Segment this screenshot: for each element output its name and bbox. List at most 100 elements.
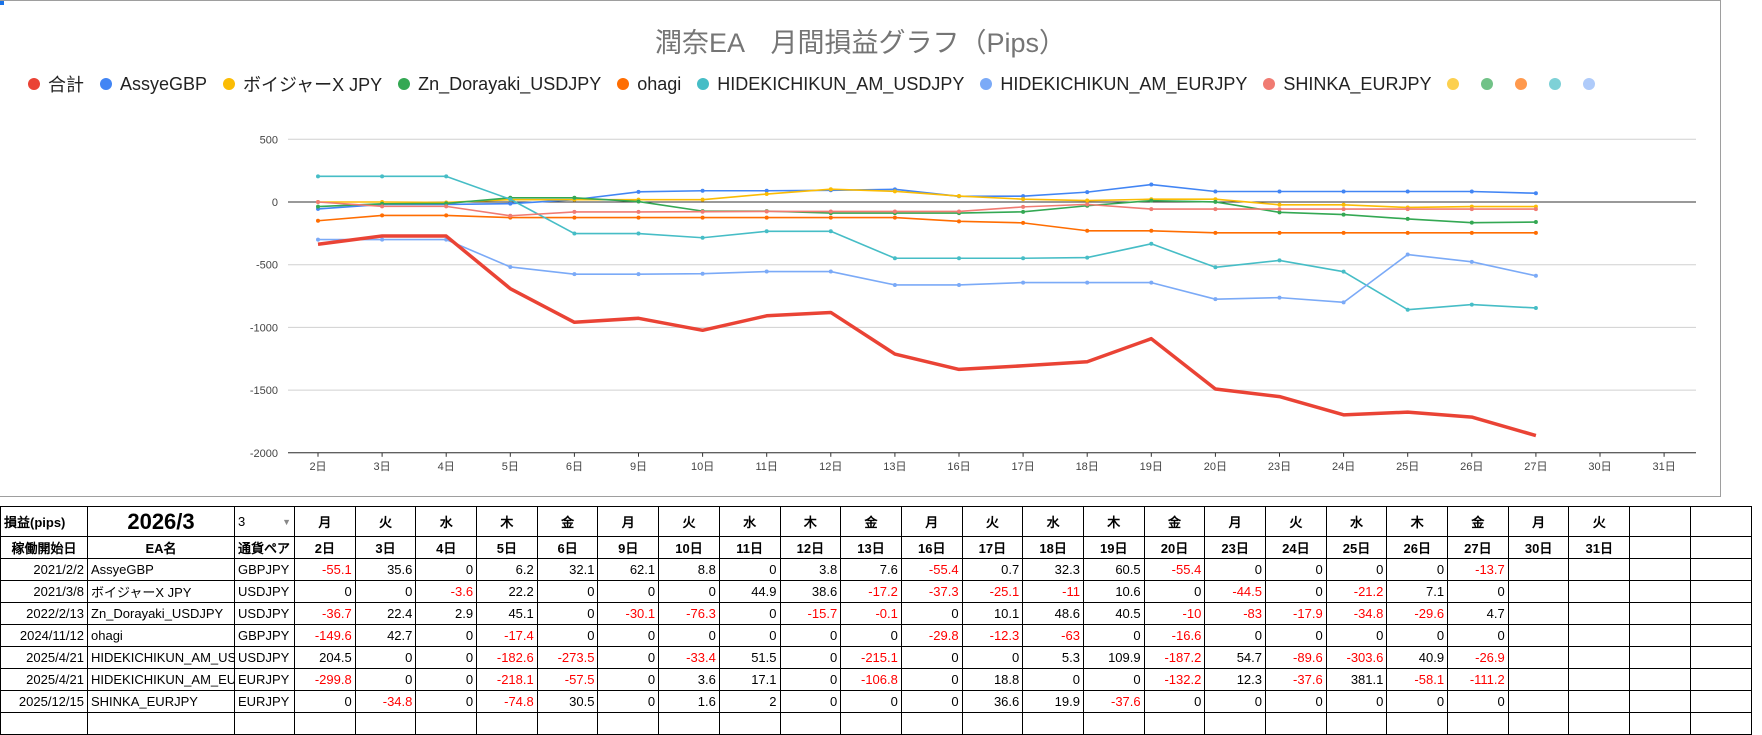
pnl-cell[interactable]: 0 [1325,558,1388,581]
pnl-cell[interactable]: 51.5 [718,646,781,669]
pnl-cell[interactable]: -34.8 [354,690,417,713]
pair-cell[interactable]: USDJPY [234,602,295,625]
pnl-cell[interactable]: 48.6 [1022,602,1084,625]
pnl-cell[interactable]: 0 [294,690,356,713]
pnl-cell[interactable]: 0 [718,558,781,581]
pnl-cell[interactable]: 0 [354,668,417,691]
col-header-start[interactable]: 稼働開始日 [0,536,88,559]
corner-label[interactable]: 損益(pips) [0,506,88,537]
pnl-cell[interactable]: 0 [1325,690,1388,713]
pnl-cell[interactable]: -12.3 [961,624,1024,647]
pnl-cell[interactable]: 4.7 [1447,602,1509,625]
pnl-cell[interactable]: 0 [1265,624,1327,647]
pnl-cell[interactable]: 0 [536,580,599,603]
pnl-cell[interactable]: 7.6 [840,558,902,581]
date-header[interactable]: 2日 [294,536,356,559]
empty-cell[interactable] [415,712,478,735]
empty-cell[interactable] [900,712,963,735]
empty-cell[interactable] [1022,712,1084,735]
date-header[interactable]: 5日 [476,536,538,559]
ea-name-cell[interactable]: ボイジャーX JPY [87,580,235,603]
pnl-cell[interactable]: -63 [1022,624,1084,647]
date-header[interactable]: 10日 [658,536,720,559]
weekday-header[interactable]: 月 [900,506,963,537]
empty-cell[interactable] [1629,506,1691,537]
pnl-cell[interactable]: 0 [840,624,902,647]
legend-item[interactable] [1515,78,1535,90]
date-header[interactable]: 20日 [1143,536,1206,559]
pnl-cell[interactable]: -218.1 [476,668,538,691]
pnl-cell[interactable]: 10.6 [1082,580,1145,603]
pnl-cell[interactable]: -303.6 [1325,646,1388,669]
pnl-cell[interactable]: 0 [779,624,842,647]
start-date-cell[interactable]: 2025/12/15 [0,690,88,713]
legend-item[interactable]: Zn_Dorayaki_USDJPY [398,74,601,95]
date-header[interactable]: 26日 [1386,536,1449,559]
date-header[interactable]: 16日 [900,536,963,559]
pnl-cell[interactable]: 0 [597,580,660,603]
empty-cell[interactable] [1629,668,1691,691]
empty-cell[interactable] [1568,668,1631,691]
pnl-cell[interactable]: -17.4 [476,624,538,647]
pnl-cell[interactable]: 0 [415,646,478,669]
pnl-cell[interactable]: 0.7 [961,558,1024,581]
series-HIDEKICHIKUN_AM_USDJPY[interactable] [316,174,1538,312]
pnl-cell[interactable]: 0 [597,646,660,669]
pnl-cell[interactable]: 0 [1082,668,1145,691]
pnl-cell[interactable]: 2 [718,690,781,713]
weekday-header[interactable]: 火 [961,506,1024,537]
pnl-cell[interactable]: 0 [718,602,781,625]
empty-cell[interactable] [1568,580,1631,603]
empty-cell[interactable] [1629,624,1691,647]
date-header[interactable]: 31日 [1568,536,1631,559]
pnl-cell[interactable]: 60.5 [1082,558,1145,581]
pnl-cell[interactable]: 0 [900,690,963,713]
empty-cell[interactable] [1689,646,1752,669]
weekday-header[interactable]: 火 [1568,506,1631,537]
pnl-cell[interactable]: 1.6 [658,690,720,713]
legend-item[interactable]: HIDEKICHIKUN_AM_EURJPY [980,74,1247,95]
pnl-cell[interactable]: 5.3 [1022,646,1084,669]
pnl-cell[interactable]: 0 [658,624,720,647]
pnl-cell[interactable]: 0 [900,602,963,625]
empty-cell[interactable] [1689,668,1752,691]
empty-cell[interactable] [1568,558,1631,581]
legend-item[interactable]: HIDEKICHIKUN_AM_USDJPY [697,74,964,95]
empty-cell[interactable] [294,712,356,735]
pnl-cell[interactable]: -37.6 [1082,690,1145,713]
pnl-cell[interactable]: -89.6 [1265,646,1327,669]
pnl-cell[interactable]: -74.8 [476,690,538,713]
pnl-cell[interactable]: 0 [1447,690,1509,713]
ea-name-cell[interactable]: ohagi [87,624,235,647]
pnl-cell[interactable]: -55.4 [1143,558,1206,581]
pnl-cell[interactable]: -37.3 [900,580,963,603]
empty-cell[interactable] [1629,646,1691,669]
pnl-cell[interactable]: 3.6 [658,668,720,691]
weekday-header[interactable]: 月 [294,506,356,537]
pnl-cell[interactable]: -13.7 [1447,558,1509,581]
pnl-cell[interactable]: 0 [1082,624,1145,647]
start-date-cell[interactable]: 2021/3/8 [0,580,88,603]
pnl-cell[interactable]: -10 [1143,602,1206,625]
empty-cell[interactable] [1082,712,1145,735]
pnl-cell[interactable]: -11 [1022,580,1084,603]
empty-cell[interactable] [1447,712,1509,735]
pair-cell[interactable]: USDJPY [234,646,295,669]
pnl-cell[interactable]: 0 [1447,624,1509,647]
legend-item[interactable]: ボイジャーX JPY [223,71,382,97]
start-date-cell[interactable]: 2021/2/2 [0,558,88,581]
pnl-cell[interactable]: 6.2 [476,558,538,581]
legend-item[interactable]: SHINKA_EURJPY [1263,74,1431,95]
pnl-cell[interactable]: -83 [1204,602,1266,625]
empty-cell[interactable] [1568,624,1631,647]
empty-cell[interactable] [1629,536,1691,559]
pnl-cell[interactable]: 62.1 [597,558,660,581]
pnl-cell[interactable]: 0 [1386,690,1449,713]
series-HIDEKICHIKUN_AM_EURJPY[interactable] [316,237,1538,305]
pnl-cell[interactable]: 0 [415,668,478,691]
empty-cell[interactable] [234,712,295,735]
legend-item[interactable] [1583,78,1603,90]
pnl-cell[interactable]: 45.1 [476,602,538,625]
pnl-cell[interactable]: -25.1 [961,580,1024,603]
pnl-cell[interactable]: 40.9 [1386,646,1449,669]
